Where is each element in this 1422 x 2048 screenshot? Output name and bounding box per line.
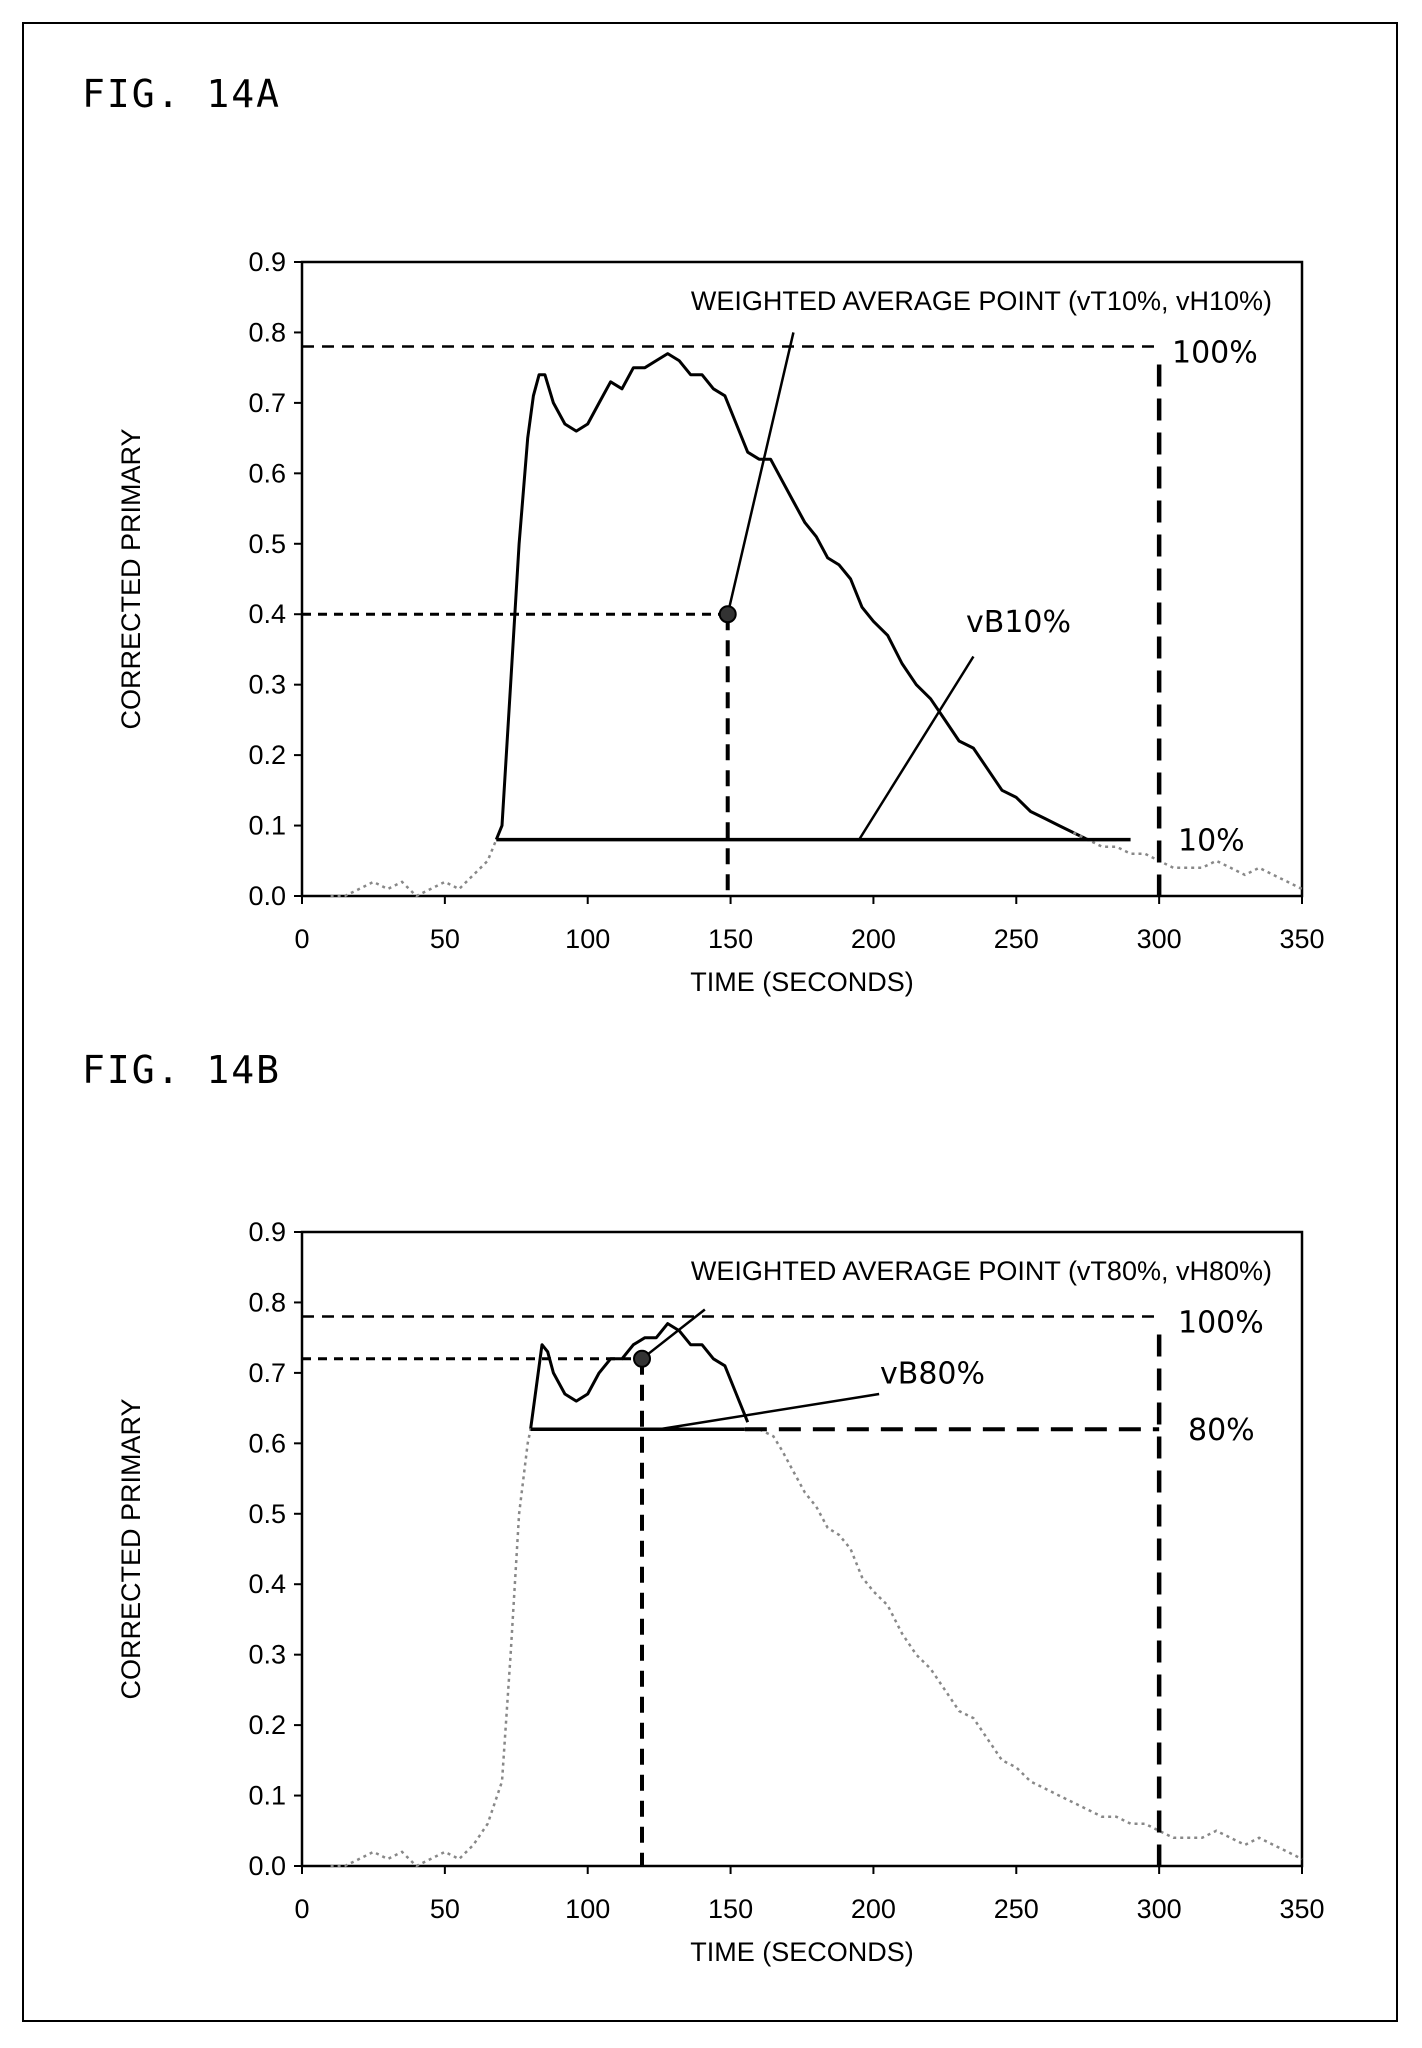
chart1-y-tick-label: 0.1 <box>248 811 286 841</box>
chart2-y-tick-label: 0.7 <box>248 1358 286 1388</box>
chart1-label-100-pct: 100% <box>1172 336 1258 371</box>
chart2-x-tick-label: 200 <box>851 1894 896 1924</box>
chart1-x-tick-label: 50 <box>430 924 460 954</box>
chart2-x-tick-label: 0 <box>294 1894 309 1924</box>
chart1-label-base-pct: 10% <box>1178 824 1245 859</box>
chart2-x-tick-label: 300 <box>1137 1894 1182 1924</box>
chart1-label-base-name: vB10% <box>966 605 1071 640</box>
chart1-weighted-average-title: WEIGHTED AVERAGE POINT (vT10%, vH10%) <box>691 286 1272 316</box>
chart1-series-measured-line <box>494 352 1117 842</box>
chart2-y-tick-label: 0.2 <box>248 1710 286 1740</box>
chart1-y-tick-label: 0.0 <box>248 881 286 911</box>
chart2-weighted-average-point <box>633 1349 651 1368</box>
chart2-y-tick-label: 0.3 <box>248 1640 286 1670</box>
figure-label-14b: FIG. 14B <box>82 1048 282 1092</box>
chart2-x-axis-label: TIME (SECONDS) <box>690 1937 914 1967</box>
chart-14b: 0.0 0.1 0.2 0.3 0.4 0.5 0.6 0.7 0.8 0.9 0 50 100 150 2… <box>116 1217 1325 1967</box>
chart1-y-tick-label: 0.2 <box>248 740 286 770</box>
chart2-y-tick-label: 0.8 <box>248 1287 286 1317</box>
chart2-label-base-name: vB80% <box>880 1356 985 1391</box>
chart2-x-tick-label: 250 <box>994 1894 1039 1924</box>
chart1-series-background-line <box>330 839 498 898</box>
chart1-x-tick-label: 100 <box>565 924 610 954</box>
chart1-base-label-leader <box>858 655 975 841</box>
chart2-y-tick-label: 0.5 <box>248 1499 286 1529</box>
chart1-plot-frame <box>300 260 1304 898</box>
chart1-point-leader-line <box>726 332 795 615</box>
chart2-plot-frame <box>300 1230 1304 1868</box>
chart2-weighted-average-title: WEIGHTED AVERAGE POINT (vT80%, vH80%) <box>691 1256 1272 1286</box>
chart2-y-tick-label: 0.6 <box>248 1428 286 1458</box>
chart1-x-tick-label: 0 <box>294 924 309 954</box>
chart1-y-tick-label: 0.5 <box>248 529 286 559</box>
chart1-y-tick-label: 0.7 <box>248 388 286 418</box>
chart2-x-tick-label: 100 <box>565 1894 610 1924</box>
chart2-series-background-line <box>330 1427 1303 1868</box>
chart1-x-tick-label: 300 <box>1137 924 1182 954</box>
chart2-y-tick-label: 0.4 <box>248 1569 286 1599</box>
chart-14a: 0.0 0.1 0.2 0.3 0.4 0.5 0.6 0.7 0.8 0.9 0 50 100 150 2… <box>116 247 1325 997</box>
chart1-y-tick-label: 0.3 <box>248 670 286 700</box>
chart2-point-leader-line <box>641 1308 706 1360</box>
chart1-x-tick-label: 200 <box>851 924 896 954</box>
chart1-weighted-average-point <box>718 605 737 624</box>
chart1-x-axis-label: TIME (SECONDS) <box>690 967 914 997</box>
chart2-x-tick-label: 50 <box>430 1894 460 1924</box>
chart1-x-tick-label: 250 <box>994 924 1039 954</box>
chart1-y-tick-label: 0.9 <box>248 247 286 277</box>
chart2-x-tick-label: 350 <box>1279 1894 1324 1924</box>
chart2-y-tick-label: 0.1 <box>248 1781 286 1811</box>
chart1-y-axis-label: CORRECTED PRIMARY <box>116 428 146 729</box>
chart1-y-tick-label: 0.4 <box>248 599 286 629</box>
chart2-base-label-leader <box>658 1392 880 1431</box>
chart2-y-tick-label: 0.9 <box>248 1217 286 1247</box>
chart1-series-background-line <box>1072 831 1303 891</box>
chart2-series-measured-line <box>529 1322 750 1430</box>
chart2-label-100-pct: 100% <box>1178 1306 1264 1341</box>
chart1-y-tick-label: 0.8 <box>248 317 286 347</box>
figure-frame <box>22 22 1398 2022</box>
chart1-x-tick-label: 350 <box>1279 924 1324 954</box>
chart2-y-axis-label: CORRECTED PRIMARY <box>116 1398 146 1699</box>
chart1-x-tick-label: 150 <box>708 924 753 954</box>
chart2-label-base-pct: 80% <box>1188 1413 1255 1448</box>
chart1-y-tick-label: 0.6 <box>248 458 286 488</box>
chart2-y-tick-label: 0.0 <box>248 1851 286 1881</box>
chart2-x-tick-label: 150 <box>708 1894 753 1924</box>
figure-label-14a: FIG. 14A <box>82 72 282 116</box>
